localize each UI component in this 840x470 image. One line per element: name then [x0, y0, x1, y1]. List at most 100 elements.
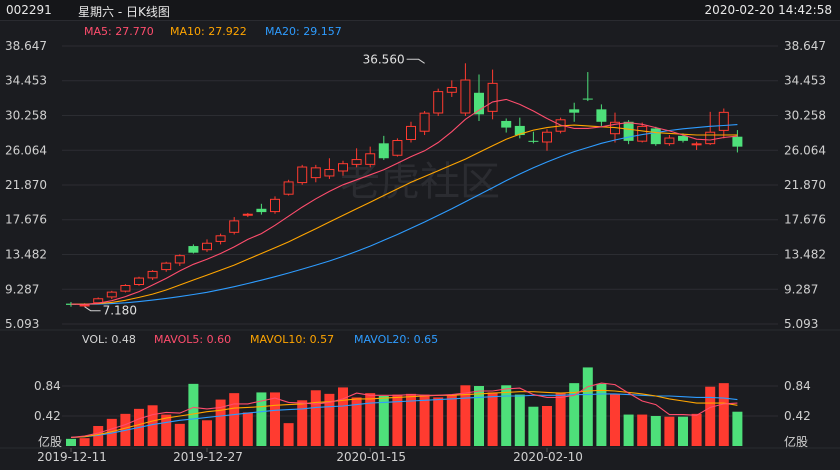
mavol5-legend: MAVOL5: 0.60 — [154, 333, 231, 346]
chart-title: 星期六 - 日K线图 — [78, 5, 170, 19]
volume-panel — [66, 367, 743, 446]
candle-body — [338, 163, 348, 172]
candle-body — [501, 120, 512, 128]
candle-body — [678, 135, 688, 141]
candle-body — [79, 304, 90, 307]
volume-bar — [569, 383, 580, 446]
volume-bar — [202, 420, 212, 446]
volume-bar — [732, 411, 743, 446]
max-price-label: 36.560 — [363, 52, 405, 66]
volume-bar — [283, 423, 294, 446]
candle-body — [174, 255, 185, 264]
price-tick-left: 9.287 — [5, 282, 39, 296]
volume-bar — [650, 416, 661, 446]
volume-bar — [637, 414, 648, 446]
volume-bar — [474, 386, 484, 446]
date-label: 2020-01-15 — [336, 450, 406, 464]
candle-body — [487, 82, 498, 112]
price-tick-right: 17.676 — [784, 213, 826, 227]
price-tick-right: 38.647 — [784, 39, 826, 53]
moving-average-lines — [70, 98, 738, 306]
candle-body — [582, 98, 593, 100]
price-tick-right: 30.258 — [784, 109, 826, 123]
candle-body — [202, 242, 212, 251]
volume-bar — [406, 393, 416, 446]
volume-bar — [542, 406, 552, 446]
mavol10-legend: MAVOL10: 0.57 — [250, 333, 334, 346]
volume-bar — [582, 367, 593, 446]
volume-bar — [310, 390, 321, 446]
candle-body — [365, 153, 376, 165]
ma5-legend: MA5: 27.770 — [84, 25, 154, 38]
volume-bar — [419, 394, 430, 446]
candle-body — [161, 262, 172, 271]
candle-body — [569, 109, 580, 113]
volume-bar — [433, 397, 444, 446]
candle-body — [120, 285, 131, 292]
ma10-line — [70, 124, 738, 305]
min-price-label: 7.180 — [103, 304, 137, 318]
candle-body — [433, 91, 444, 114]
volume-bar — [324, 393, 335, 446]
volume-bar — [229, 393, 240, 446]
volume-bar — [691, 413, 702, 446]
volume-bar — [392, 394, 403, 446]
ma20-legend: MA20: 29.157 — [265, 25, 342, 38]
volume-bar — [501, 385, 512, 446]
candle-body — [270, 198, 280, 213]
volume-bar — [718, 383, 729, 446]
candle-body — [297, 166, 308, 184]
kline-chart[interactable]: 老虎社区 38.647 38.647 34.453 34.453 30.258 30.25… — [0, 20, 840, 470]
candle-body — [623, 121, 634, 141]
candle-body — [310, 167, 321, 179]
timestamp: 2020-02-20 14:42:58 — [704, 3, 832, 17]
volume-bar — [446, 394, 457, 446]
candle-body — [188, 246, 199, 253]
candle-body — [351, 159, 362, 165]
price-tick-right: 5.093 — [784, 317, 818, 331]
volume-bar — [188, 383, 199, 446]
max-annotation-line — [406, 58, 425, 64]
volume-bar — [487, 392, 498, 446]
volume-bar — [678, 416, 688, 446]
volume-bar — [66, 438, 76, 446]
volume-bar — [161, 414, 172, 446]
candle-body — [419, 112, 430, 132]
candle-body — [283, 181, 294, 195]
volume-bar — [664, 416, 675, 446]
vol-legend: VOL: 0.48 — [82, 333, 136, 346]
volume-tick-right: 0.42 — [784, 409, 811, 423]
candle-body — [229, 220, 240, 233]
price-tick-left: 26.064 — [5, 143, 47, 157]
volume-tick-left: 0.84 — [34, 379, 61, 393]
volume-bar — [93, 426, 104, 446]
candle-body — [392, 140, 403, 156]
volume-bar — [270, 392, 280, 446]
date-label: 2020-02-10 — [513, 450, 583, 464]
price-tick-right: 13.482 — [784, 247, 826, 261]
date-label: 2019-12-27 — [173, 450, 243, 464]
price-tick-left: 13.482 — [5, 247, 47, 261]
watermark: 老虎社区 — [340, 159, 500, 205]
candle-body — [134, 277, 144, 286]
price-tick-right: 26.064 — [784, 143, 826, 157]
candle-body — [378, 143, 389, 159]
volume-bar — [514, 394, 525, 446]
candle-body — [106, 291, 117, 298]
candle-body — [528, 140, 539, 142]
volume-bar — [623, 414, 634, 446]
volume-unit-right: 亿股 — [784, 434, 808, 449]
candle-body — [446, 86, 457, 93]
volume-unit-left: 亿股 — [38, 434, 62, 449]
candle-body — [256, 208, 267, 213]
volume-bar — [147, 405, 158, 446]
volume-bar — [555, 393, 566, 446]
volume-bar — [610, 393, 620, 446]
volume-bar — [460, 385, 471, 446]
price-tick-right: 9.287 — [784, 282, 818, 296]
axis-labels: 38.647 38.647 34.453 34.453 30.258 30.258 26.0… — [5, 39, 826, 464]
candle-body — [406, 125, 416, 141]
price-tick-left: 5.093 — [5, 317, 39, 331]
candle-body — [664, 137, 675, 145]
ma10-legend: MA10: 27.922 — [170, 25, 247, 38]
